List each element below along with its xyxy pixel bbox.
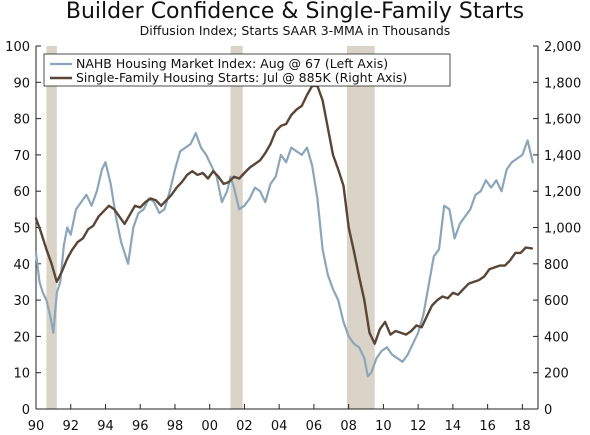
left-tick-label: 100	[5, 40, 30, 55]
x-tick-label: 00	[201, 419, 218, 434]
x-tick-label: 08	[340, 419, 357, 434]
left-tick-label: 20	[13, 330, 30, 345]
right-tick-label: 0	[544, 403, 552, 418]
right-tick-label: 600	[544, 294, 569, 309]
legend-label-starts: Single-Family Housing Starts: Jul @ 885K…	[76, 70, 407, 85]
x-tick-label: 04	[271, 419, 288, 434]
chart-title: Builder Confidence & Single-Family Start…	[65, 0, 525, 24]
x-tick-label: 90	[28, 419, 45, 434]
single-family-starts-line	[34, 84, 534, 345]
x-tick-label: 94	[97, 419, 114, 434]
right-tick-label: 800	[544, 258, 569, 273]
x-tick-label: 98	[167, 419, 184, 434]
left-tick-label: 90	[13, 76, 30, 91]
left-tick-label: 30	[13, 294, 30, 309]
right-tick-label: 2,000	[544, 40, 581, 55]
x-tick-label: 12	[410, 419, 427, 434]
left-tick-label: 0	[22, 403, 30, 418]
right-tick-label: 1,600	[544, 113, 581, 128]
x-tick-label: 02	[236, 419, 253, 434]
left-tick-label: 40	[13, 258, 30, 273]
nahb-index-line	[34, 132, 534, 378]
x-tick-label: 14	[445, 419, 462, 434]
left-tick-label: 80	[13, 113, 30, 128]
x-tick-label: 92	[62, 419, 79, 434]
x-tick-label: 16	[479, 419, 496, 434]
x-tick-label: 10	[375, 419, 392, 434]
right-tick-label: 200	[544, 367, 569, 382]
left-tick-label: 70	[13, 149, 30, 164]
recession-band	[346, 46, 375, 409]
right-tick-label: 1,800	[544, 76, 581, 91]
left-tick-label: 60	[13, 185, 30, 200]
legend-label-nahb: NAHB Housing Market Index: Aug @ 67 (Lef…	[76, 56, 388, 71]
legend-box	[43, 53, 451, 87]
right-tick-label: 400	[544, 330, 569, 345]
right-tick-label: 1,000	[544, 222, 581, 237]
x-tick-label: 18	[514, 419, 531, 434]
recession-band	[230, 46, 243, 409]
right-tick-label: 1,200	[544, 185, 581, 200]
chart-subtitle: Diffusion Index; Starts SAAR 3-MMA in Th…	[139, 23, 451, 38]
recession-band	[46, 46, 57, 409]
left-tick-label: 10	[13, 367, 30, 382]
x-tick-label: 96	[132, 419, 149, 434]
right-tick-label: 1,400	[544, 149, 581, 164]
left-tick-label: 50	[13, 222, 30, 237]
x-tick-label: 06	[306, 419, 323, 434]
